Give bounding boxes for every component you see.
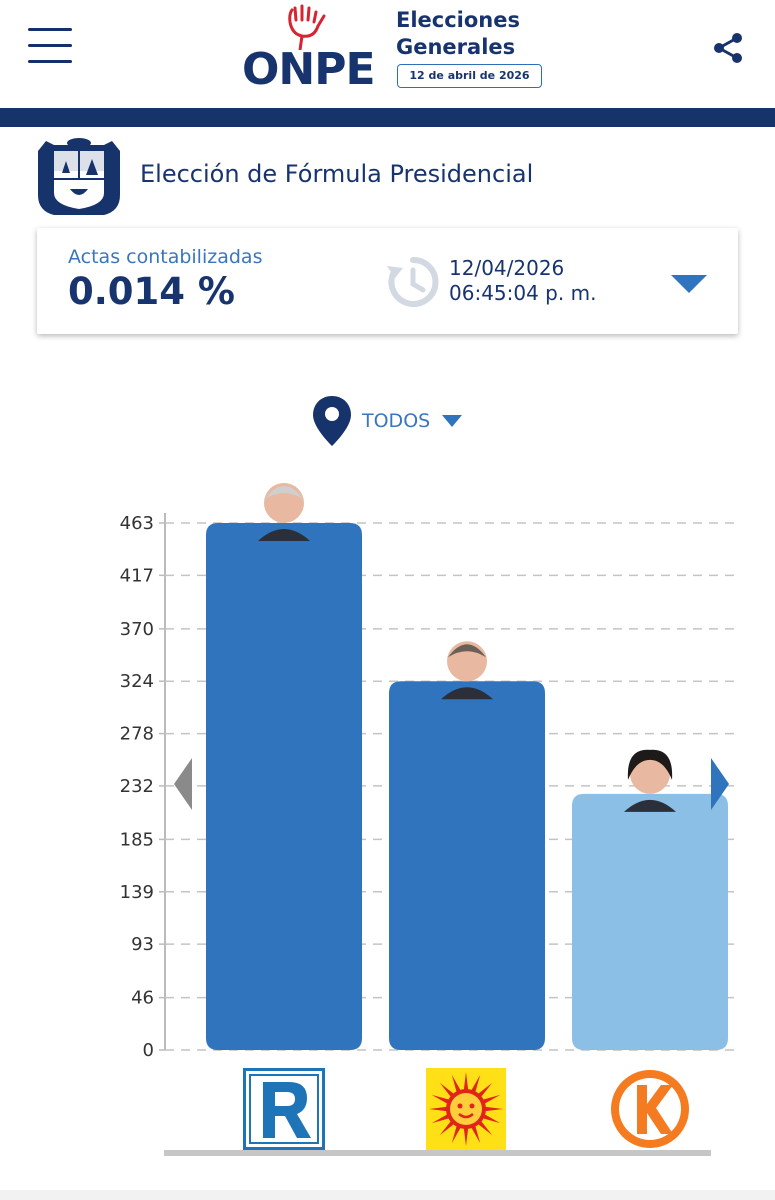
peru-coat-of-arms-icon [38, 138, 120, 215]
voting-hand-icon [288, 4, 326, 50]
sun-ray [470, 1074, 481, 1094]
election-date-badge: 12 de abril de 2026 [397, 64, 542, 88]
y-tick-label: 185 [120, 829, 154, 850]
header-title: Elecciones Generales [396, 7, 520, 61]
y-tick-label: 324 [120, 671, 154, 692]
header-divider-bar [0, 108, 775, 127]
horizontal-scrollbar[interactable] [164, 1150, 711, 1156]
results-bar-chart: 0 46 93 139 185 232 278 324 370 417 463 [120, 483, 740, 1061]
election-title: Elección de Fórmula Presidencial [140, 160, 534, 188]
actas-percentage: 0.014 % [68, 270, 235, 313]
actas-date: 12/04/2026 [449, 256, 565, 280]
y-tick-label: 370 [120, 619, 154, 640]
sun-ray [439, 1082, 456, 1099]
y-tick-label: 463 [120, 513, 154, 534]
sun-ray [429, 1106, 449, 1112]
bar-Sol [389, 681, 545, 1050]
caret-down-icon [442, 415, 462, 427]
location-label: TODOS [362, 410, 431, 432]
sun-ray [431, 1094, 451, 1105]
share-icon[interactable] [710, 30, 746, 66]
bar-K [572, 793, 728, 1050]
sun-ray [451, 1074, 462, 1094]
sun-ray [470, 1124, 481, 1144]
actas-time: 06:45:04 p. m. [449, 281, 597, 305]
y-tick-label: 0 [143, 1040, 154, 1061]
y-tick-label: 139 [120, 882, 154, 903]
sun-ray [463, 1072, 469, 1092]
arrow-right-icon[interactable] [709, 756, 731, 812]
candidate-head [630, 753, 670, 794]
sun-ray [431, 1113, 451, 1124]
location-filter[interactable]: TODOS [311, 394, 471, 450]
caret-down-icon[interactable] [669, 271, 709, 295]
party-r-logo-icon[interactable] [243, 1068, 325, 1150]
bar-R [206, 523, 362, 1050]
actas-summary-card: Actas contabilizadas 0.014 % 12/04/2026 … [37, 228, 738, 334]
candidate-hair [448, 644, 486, 658]
y-tick-label: 232 [120, 776, 154, 797]
sun-ray [483, 1106, 503, 1112]
hamburger-icon[interactable] [28, 28, 72, 66]
y-tick-label: 46 [131, 988, 154, 1009]
party-k-logo-icon[interactable] [609, 1068, 691, 1150]
sun-ray [451, 1124, 462, 1144]
location-pin-icon [313, 396, 351, 446]
app-header: ONPE Elecciones Generales 12 de abril de… [0, 0, 775, 108]
sun-ray [476, 1119, 493, 1136]
candidate-shoulders [624, 799, 676, 812]
candidate-hair [265, 486, 303, 499]
sun-ray [463, 1126, 469, 1146]
y-tick-label: 278 [120, 724, 154, 745]
candidate-shoulders [441, 687, 493, 700]
history-clock-icon [387, 256, 439, 307]
menu-line [28, 44, 72, 47]
results-chart: 0 46 93 139 185 232 278 324 370 417 463 [0, 460, 775, 1061]
sun-ray [439, 1119, 456, 1136]
onpe-logo-text: ONPE [242, 44, 376, 95]
actas-label: Actas contabilizadas [68, 246, 263, 268]
sun-ray [476, 1082, 493, 1099]
footer-band [0, 1190, 775, 1200]
header-title-line2: Generales [396, 35, 516, 59]
menu-line [28, 28, 72, 31]
candidate-shoulders [258, 529, 310, 541]
y-tick-label: 417 [120, 565, 154, 586]
candidate-hair [627, 749, 673, 780]
arrow-left-icon[interactable] [172, 756, 194, 812]
party-sun-logo-icon[interactable] [426, 1068, 506, 1150]
onpe-logo[interactable]: ONPE Elecciones Generales 12 de abril de… [240, 4, 550, 100]
sun-ray [481, 1113, 501, 1124]
menu-line [28, 60, 72, 63]
y-tick-label: 93 [131, 934, 154, 955]
header-title-line1: Elecciones [396, 8, 521, 32]
sun-ray [481, 1094, 501, 1105]
